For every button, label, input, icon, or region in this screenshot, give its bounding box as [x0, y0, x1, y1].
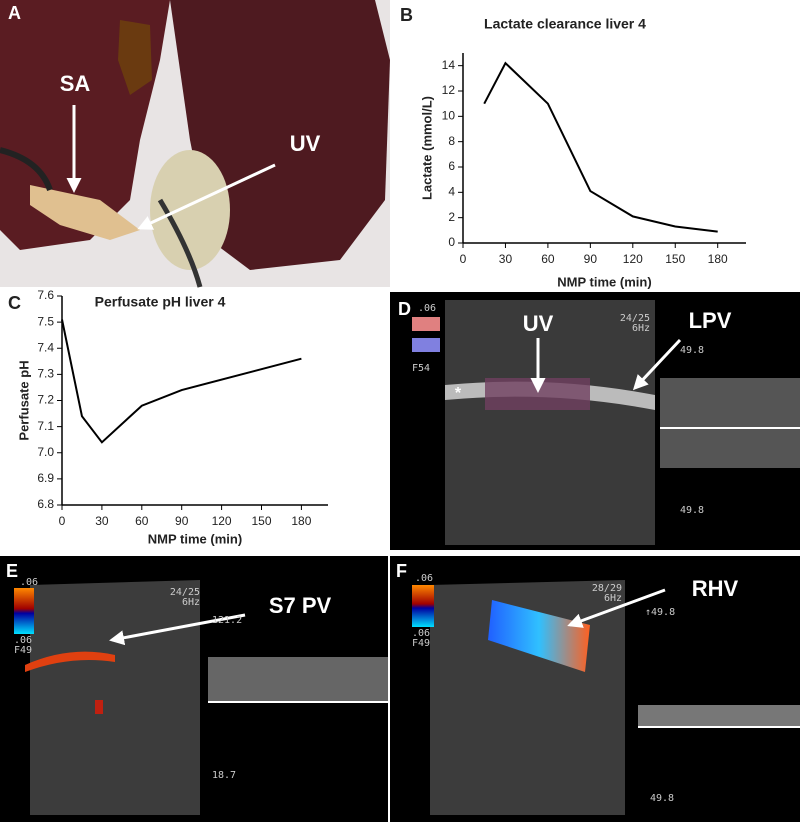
x-tick-label: 90 — [175, 514, 189, 528]
y-tick-label: 10 — [442, 109, 456, 123]
panel-label: F — [396, 561, 407, 581]
x-tick-label: 120 — [212, 514, 232, 528]
y-axis-label: Perfusate pH — [16, 360, 31, 440]
x-tick-label: 150 — [665, 252, 685, 266]
overlay-text: 18.7 — [212, 770, 236, 781]
annotation: S7 PV — [269, 593, 332, 618]
x-tick-label: 30 — [499, 252, 513, 266]
y-tick-label: 14 — [442, 58, 456, 72]
panel-label: A — [8, 3, 21, 23]
y-tick-label: 2 — [448, 210, 455, 224]
panel-label: B — [400, 5, 413, 25]
overlay-text: 49.8 — [650, 793, 674, 804]
x-tick-label: 180 — [708, 252, 728, 266]
ultrasound-e — [0, 556, 388, 822]
overlay-text: 28/29 — [592, 583, 622, 594]
y-tick-label: 7.1 — [37, 419, 54, 433]
chart-title: Lactate clearance liver 4 — [484, 16, 646, 32]
y-tick-label: 7.6 — [37, 288, 54, 302]
overlay-text: 121.2 — [212, 615, 242, 626]
overlay-text: F54 — [412, 363, 430, 374]
y-tick-label: 4 — [448, 185, 455, 199]
y-tick-label: 12 — [442, 83, 456, 97]
overlay-text: 49.8 — [680, 505, 704, 516]
y-tick-label: 6 — [448, 159, 455, 173]
data-line — [61, 319, 302, 444]
data-line — [483, 61, 718, 233]
x-tick-label: 90 — [584, 252, 598, 266]
x-tick-label: 0 — [59, 514, 66, 528]
x-tick-label: 0 — [460, 252, 467, 266]
panel-label: E — [6, 561, 18, 581]
overlay-text: .06 — [418, 303, 436, 314]
y-tick-label: 7.3 — [37, 367, 54, 381]
annotation: RHV — [692, 576, 739, 601]
overlay-text: 6Hz — [182, 597, 200, 608]
overlay-text: 24/25 — [170, 587, 200, 598]
y-tick-label: 6.8 — [37, 497, 54, 511]
annotation: SA — [60, 71, 91, 96]
x-tick-label: 180 — [291, 514, 311, 528]
x-tick-label: 120 — [623, 252, 643, 266]
overlay-text: 6Hz — [632, 323, 650, 334]
overlay-text: .06 — [415, 573, 433, 584]
x-axis-label: NMP time (min) — [148, 531, 242, 546]
photo-liver — [0, 0, 390, 288]
y-axis-label: Lactate (mmol/L) — [419, 96, 434, 200]
overlay-text: ↑49.8 — [645, 607, 675, 618]
overlay-text: 6Hz — [604, 593, 622, 604]
panel-label: C — [8, 293, 21, 313]
panel-label: D — [398, 299, 411, 319]
ultrasound-f — [390, 556, 800, 822]
overlay-text: .06 — [20, 577, 38, 588]
x-tick-label: 150 — [251, 514, 271, 528]
overlay-text: F49 — [14, 645, 32, 656]
y-tick-label: 7.5 — [37, 314, 54, 328]
annotation: LPV — [689, 308, 732, 333]
y-tick-label: 7.4 — [37, 340, 54, 354]
x-axis-label: NMP time (min) — [557, 274, 651, 289]
x-tick-label: 30 — [95, 514, 109, 528]
overlay-text: F49 — [412, 638, 430, 649]
y-tick-label: 7.0 — [37, 445, 54, 459]
x-tick-label: 60 — [541, 252, 555, 266]
annotation: UV — [290, 131, 321, 156]
annotation: * — [455, 385, 462, 402]
y-tick-label: 8 — [448, 134, 455, 148]
y-tick-label: 6.9 — [37, 471, 54, 485]
y-tick-label: 0 — [448, 235, 455, 249]
annotation: UV — [523, 311, 554, 336]
overlay-text: 49.8 — [680, 345, 704, 356]
overlay-text: 24/25 — [620, 313, 650, 324]
y-tick-label: 7.2 — [37, 393, 54, 407]
overlay-text: .06 — [412, 628, 430, 639]
x-tick-label: 60 — [135, 514, 149, 528]
chart-title: Perfusate pH liver 4 — [95, 294, 226, 310]
ultrasound-d — [390, 292, 800, 550]
overlay-text: .06 — [14, 635, 32, 646]
